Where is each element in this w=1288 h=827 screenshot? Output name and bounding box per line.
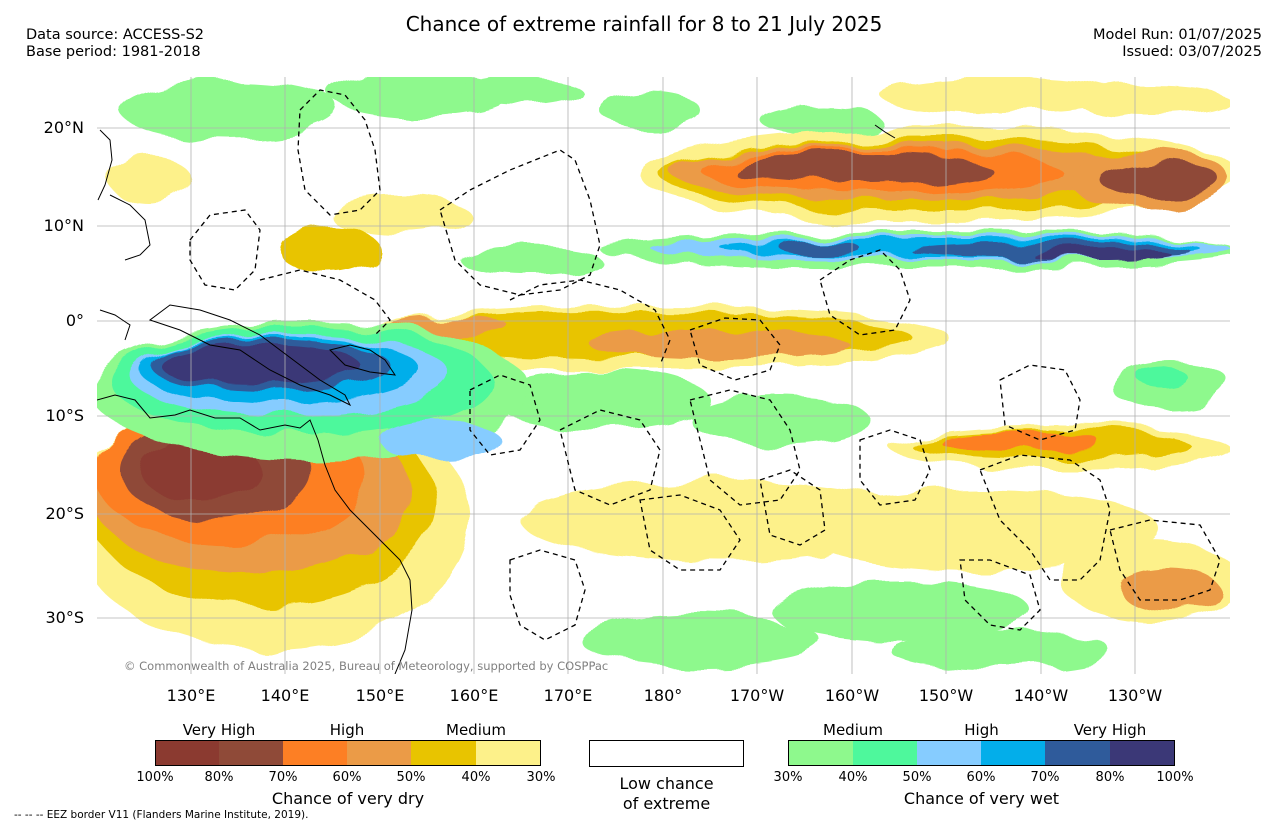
low-chance-swatch [589, 740, 744, 767]
dry-pct-60: 60% [332, 770, 362, 785]
wet-pct-50: 50% [902, 770, 932, 785]
dry-category-very-high: Very High [182, 721, 256, 739]
low-chance-line1: Low chance [619, 774, 714, 793]
header-right: Model Run: 01/07/2025 Issued: 03/07/2025 [1093, 27, 1262, 61]
dry-swatch-5 [411, 740, 477, 766]
dry-pct-50: 50% [396, 770, 426, 785]
eez-borders [189, 89, 1221, 641]
rainfall-shading [97, 77, 1230, 670]
dry-pct-80: 80% [204, 770, 234, 785]
dry-legend-border [155, 740, 541, 766]
wet-pct-100: 100% [1156, 770, 1194, 785]
wet-caption: Chance of very wet [903, 789, 1060, 808]
wet-pct-30: 30% [773, 770, 803, 785]
lat-label-10n: 10°N [43, 216, 84, 235]
copyright-text: © Commonwealth of Australia 2025, Bureau… [124, 659, 609, 673]
lat-label-10s: 10°S [45, 406, 84, 425]
dry-category-medium: Medium [446, 721, 506, 739]
dry-category-high: High [329, 721, 365, 739]
lat-label-20n: 20°N [43, 118, 84, 137]
wet-pct-60: 60% [966, 770, 996, 785]
lon-label-150e: 150°E [355, 686, 405, 705]
dry-caption: Chance of very dry [271, 789, 425, 808]
lon-label-160e: 160°E [449, 686, 499, 705]
wet-pct-40: 40% [838, 770, 868, 785]
lon-label-170w: 170°W [729, 686, 785, 705]
dry-swatch-4 [347, 740, 412, 766]
data-source-text: Data source: ACCESS-S2 [26, 27, 205, 43]
dry-pct-100: 100% [136, 770, 174, 785]
model-run-text: Model Run: 01/07/2025 [1092, 27, 1262, 43]
dry-pct-30: 30% [526, 770, 556, 785]
wet-swatch-2 [853, 740, 918, 766]
map-graticule [97, 77, 1230, 674]
lon-label-180: 180° [643, 686, 683, 705]
lon-label-150w: 150°W [918, 686, 974, 705]
lon-label-130e: 130°E [166, 686, 216, 705]
coastlines [97, 124, 896, 674]
wet-legend-border [788, 740, 1175, 766]
header-left: Data source: ACCESS-S2 Base period: 1981… [26, 27, 204, 61]
low-chance-caption: Low chance of extreme [589, 774, 744, 814]
lat-label-30s: 30°S [45, 608, 84, 627]
map-title: Chance of extreme rainfall for 8 to 21 J… [405, 12, 883, 36]
base-period-text: Base period: 1981-2018 [26, 44, 201, 60]
lon-label-140e: 140°E [260, 686, 310, 705]
dry-swatch-6 [476, 740, 541, 766]
wet-swatch-4 [981, 740, 1046, 766]
wet-swatch-5 [1045, 740, 1111, 766]
lon-label-140w: 140°W [1013, 686, 1069, 705]
dry-swatch-3 [283, 740, 348, 766]
issued-text: Issued: 03/07/2025 [1122, 44, 1262, 60]
wet-category-high: High [964, 721, 999, 739]
lon-label-130w: 130°W [1107, 686, 1163, 705]
wet-pct-70: 70% [1030, 770, 1060, 785]
eez-border-note: -- -- -- EEZ border V11 (Flanders Marine… [14, 809, 309, 821]
low-chance-line2: of extreme [622, 794, 711, 813]
dry-swatch-2 [219, 740, 284, 766]
lat-label-20s: 20°S [45, 504, 84, 523]
lon-label-160w: 160°W [824, 686, 880, 705]
wet-swatch-3 [917, 740, 982, 766]
wet-pct-80: 80% [1095, 770, 1125, 785]
lon-label-170e: 170°E [543, 686, 593, 705]
wet-swatch-1 [788, 740, 854, 766]
wet-category-very-high: Very High [1073, 721, 1147, 739]
dry-pct-40: 40% [461, 770, 491, 785]
wet-category-medium: Medium [823, 721, 883, 739]
wet-swatch-6 [1110, 740, 1175, 766]
dry-pct-70: 70% [268, 770, 298, 785]
lat-label-0: 0° [65, 311, 84, 330]
dry-swatch-1 [155, 740, 220, 766]
